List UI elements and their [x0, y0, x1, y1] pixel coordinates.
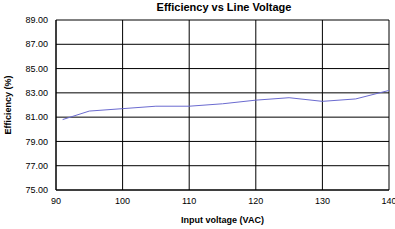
svg-text:77.00: 77.00	[25, 161, 48, 171]
svg-text:110: 110	[182, 196, 196, 206]
svg-text:89.00: 89.00	[25, 15, 48, 25]
svg-text:130: 130	[315, 196, 330, 206]
svg-text:Input voltage (VAC): Input voltage (VAC)	[181, 215, 264, 225]
svg-text:87.00: 87.00	[25, 39, 48, 49]
svg-text:Efficiency (%): Efficiency (%)	[8, 75, 13, 134]
svg-text:83.00: 83.00	[25, 88, 48, 98]
html-text:Efficiency vs Line Voltage: Efficiency vs Line Voltage	[156, 1, 292, 13]
svg-text:90: 90	[51, 196, 61, 206]
svg-text:100: 100	[115, 196, 130, 206]
svg-text:140: 140	[381, 196, 387, 206]
svg-text:79.00: 79.00	[25, 137, 48, 147]
svg-text:85.00: 85.00	[25, 64, 48, 74]
svg-text:75.00: 75.00	[25, 185, 48, 195]
svg-text:81.00: 81.00	[25, 112, 48, 122]
svg-text:120: 120	[248, 196, 263, 206]
